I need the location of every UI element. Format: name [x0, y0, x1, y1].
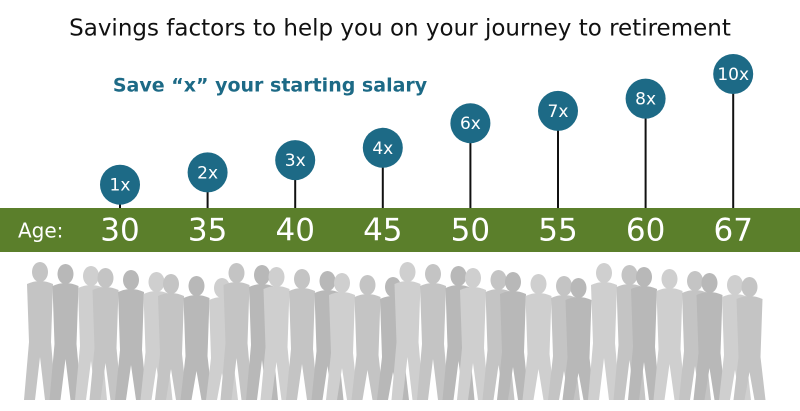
- person-body: [628, 286, 660, 400]
- person-head: [32, 262, 48, 282]
- person-body: [391, 281, 424, 400]
- person-head: [188, 276, 205, 296]
- person-head: [596, 263, 612, 283]
- person-head: [163, 274, 179, 294]
- person-head: [741, 277, 758, 297]
- person-body: [286, 288, 318, 400]
- person-body: [49, 283, 82, 400]
- value-label: 10x: [717, 65, 749, 85]
- value-label: 4x: [372, 139, 393, 159]
- factor-dot: [100, 164, 140, 205]
- person-head: [334, 273, 350, 293]
- person-head: [57, 264, 74, 284]
- person-head: [254, 265, 270, 285]
- person-head: [636, 267, 652, 287]
- person-head: [228, 263, 245, 283]
- value-label: 8x: [635, 90, 656, 110]
- person-head: [425, 264, 441, 284]
- person-body: [693, 292, 726, 400]
- person-body: [522, 293, 555, 400]
- value-label: 3x: [285, 151, 306, 171]
- person-body: [155, 293, 187, 400]
- person-head: [701, 273, 718, 293]
- age-label: 60: [626, 213, 665, 249]
- person-body: [562, 297, 595, 400]
- factor-dot: [625, 78, 666, 119]
- person-body: [733, 296, 766, 400]
- factor-dot: [538, 90, 578, 131]
- person-body: [260, 286, 293, 400]
- person-body: [588, 282, 620, 400]
- person-head: [123, 270, 139, 290]
- value-label: 1x: [110, 176, 131, 196]
- value-label: 6x: [460, 114, 481, 134]
- person-head: [319, 271, 336, 291]
- person-head: [83, 266, 99, 286]
- person-head: [621, 265, 638, 285]
- age-label: 40: [275, 213, 314, 249]
- age-band: [0, 208, 800, 252]
- person-head: [148, 272, 165, 292]
- person-body: [417, 283, 449, 400]
- person-head: [687, 271, 703, 291]
- person-head: [727, 275, 743, 295]
- value-label: 2x: [197, 163, 218, 183]
- age-label: 67: [713, 213, 752, 249]
- person-head: [268, 267, 285, 287]
- person-head: [661, 269, 678, 289]
- factor-dot: [275, 140, 316, 181]
- person-body: [457, 287, 489, 400]
- factor-dot: [450, 103, 491, 144]
- axis-label: Age:: [18, 219, 63, 243]
- person-body: [351, 294, 384, 400]
- person-head: [530, 274, 547, 294]
- age-label: 30: [100, 213, 139, 249]
- age-label: 35: [188, 213, 227, 249]
- person-head: [465, 268, 481, 288]
- person-head: [490, 270, 507, 290]
- person-head: [450, 266, 467, 286]
- crowd-silhouettes: [24, 262, 766, 400]
- person-head: [570, 278, 587, 298]
- person-body: [653, 288, 686, 400]
- person-body: [115, 289, 147, 400]
- person-body: [180, 295, 213, 400]
- person-head: [294, 269, 310, 289]
- factor-dot: [187, 152, 228, 193]
- age-label: 45: [363, 213, 402, 249]
- age-label: 55: [538, 213, 577, 249]
- person-head: [505, 272, 521, 292]
- factor-dot: [713, 54, 754, 94]
- person-body: [24, 281, 56, 400]
- person-body: [89, 287, 122, 400]
- person-body: [220, 282, 253, 400]
- person-head: [556, 276, 572, 296]
- person-head: [399, 262, 416, 282]
- person-head: [97, 268, 114, 288]
- chart-subtitle: Save “x” your starting salary: [113, 75, 428, 97]
- value-label: 7x: [548, 102, 569, 122]
- person-head: [359, 275, 376, 295]
- person-body: [326, 292, 358, 400]
- chart-title: Savings factors to help you on your jour…: [69, 16, 731, 42]
- person-body: [497, 291, 529, 400]
- age-label: 50: [451, 213, 490, 249]
- factor-dot: [362, 127, 403, 168]
